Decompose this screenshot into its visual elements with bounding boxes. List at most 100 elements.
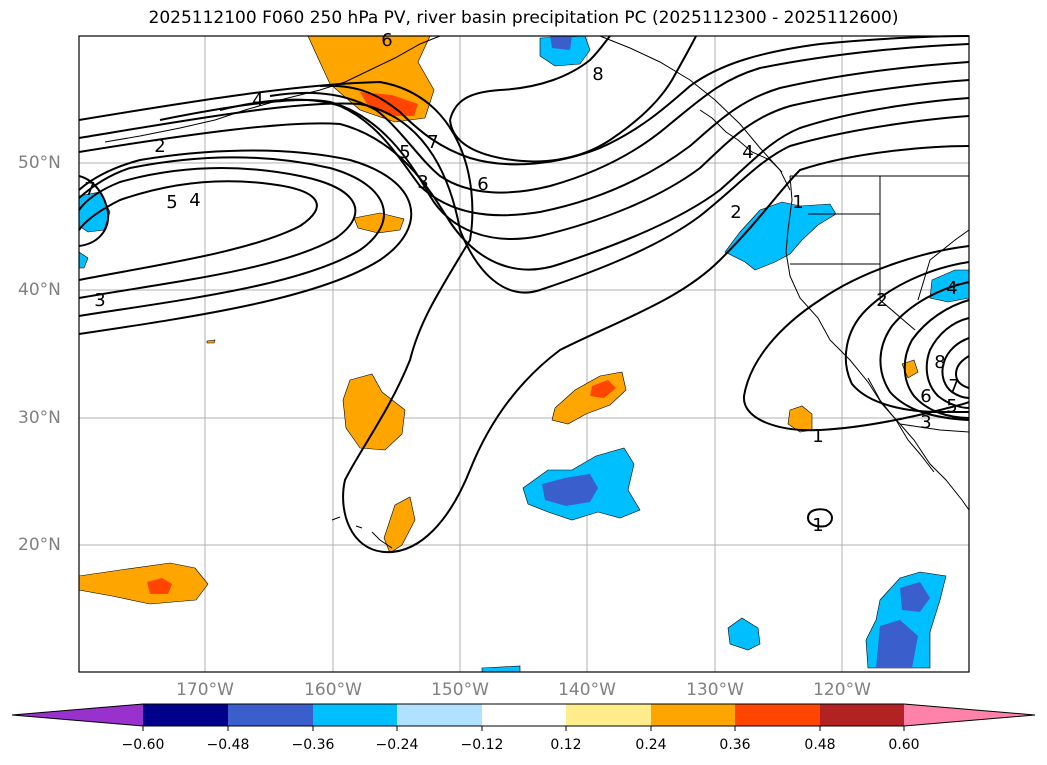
- contour-label: 2: [876, 290, 887, 311]
- contour-label: 6: [477, 174, 488, 195]
- contour-label: 5: [166, 192, 177, 213]
- colorbar-tick-label: 0.36: [719, 737, 751, 753]
- coast-alaska-aleutians: [104, 35, 441, 143]
- colorbar-segment: [143, 704, 228, 726]
- colorbar-tick-label: 0.60: [888, 737, 920, 753]
- colorbar-segment: [904, 704, 1035, 726]
- contour-label: 8: [934, 352, 945, 373]
- pv-contour-7b: [319, 35, 970, 166]
- colorbar-segment: [820, 704, 904, 726]
- contour-label: 4: [946, 278, 957, 299]
- colorbar-tick-label: 0.12: [550, 737, 582, 753]
- pv-contour-low-1: [742, 245, 970, 432]
- gridlines: [79, 36, 969, 672]
- map-title: 2025112100 F060 250 hPa PV, river basin …: [148, 8, 899, 28]
- lat-label-40n: 40°N: [18, 280, 61, 300]
- contour-label: 1: [812, 515, 823, 536]
- coast-hawaii: [331, 516, 393, 549]
- precip-neg-strong-mexico-2: [876, 620, 918, 668]
- pv-contour-6: [78, 180, 318, 281]
- colorbar-tick-label: 0.48: [804, 737, 836, 753]
- lon-label-160w: 160°W: [304, 680, 362, 700]
- contour-label: 5: [946, 396, 957, 417]
- border-states-1: [790, 263, 916, 331]
- coast-baja: [867, 377, 935, 473]
- contour-label: 4: [742, 142, 753, 163]
- pv-contour-5: [78, 167, 357, 299]
- contour-label: 2: [154, 136, 165, 157]
- contour-label: 8: [592, 64, 603, 85]
- colorbar-tick-label: −0.60: [121, 737, 165, 753]
- precip-positive-midpac: [353, 212, 405, 234]
- map-background: [79, 36, 969, 672]
- contour-label: 3: [94, 290, 105, 311]
- colorbar-tick-label: −0.12: [460, 737, 504, 753]
- colorbar-segment: [313, 704, 397, 726]
- lat-label-20n: 20°N: [18, 535, 61, 555]
- contour-label: 3: [920, 412, 931, 433]
- precip-negative-small-south: [727, 617, 761, 651]
- colorbar-tick-label: 0.24: [635, 737, 667, 753]
- precip-neg-strong-alaska: [550, 36, 572, 50]
- colorbar-segment: [12, 704, 143, 726]
- contour-label: 5: [399, 142, 410, 163]
- lon-label-120w: 120°W: [813, 680, 871, 700]
- pv-contour-8-ridge: [449, 35, 611, 121]
- precip-strong-west: [147, 578, 172, 594]
- precip-positive-hawaii-south: [383, 496, 416, 554]
- colorbar-segment: [482, 704, 566, 726]
- contour-label: 6: [381, 30, 392, 51]
- contour-label: 1: [792, 192, 803, 213]
- colorbar-segments: [12, 704, 1035, 726]
- colorbar-segment: [566, 704, 651, 726]
- lat-label-30n: 30°N: [18, 408, 61, 428]
- precip-positive-hawaii-north: [342, 373, 406, 451]
- contour-label: 4: [189, 190, 200, 211]
- colorbar-tick-label: −0.24: [375, 737, 419, 753]
- contour-label: 7: [948, 376, 959, 397]
- pv-contour-8-ridge-b: [449, 35, 697, 163]
- pv-contour-low-2: [844, 261, 970, 413]
- lon-label-130w: 130°W: [686, 680, 744, 700]
- contour-label: 6: [920, 386, 931, 407]
- lat-label-50n: 50°N: [18, 153, 61, 173]
- border-us-mexico: [899, 423, 970, 433]
- pv-contour-low-3: [879, 281, 970, 421]
- contour-label: 7: [84, 179, 95, 200]
- pv-contour-4: [78, 156, 385, 317]
- colorbar-segment: [397, 704, 482, 726]
- colorbar-segment: [651, 704, 735, 726]
- pv-contour-small-closed: [806, 508, 833, 528]
- map-frame: [78, 35, 970, 673]
- precip-strong-central: [590, 380, 616, 398]
- lon-label-140w: 140°W: [558, 680, 616, 700]
- pv-contour-low-4: [903, 299, 970, 419]
- pv-contours: [78, 35, 970, 554]
- pv-contour-5b: [219, 61, 970, 217]
- precip-negative-oregon: [724, 201, 837, 271]
- pv-contour-1: [78, 80, 970, 554]
- colorbar-tick-label: −0.36: [291, 737, 335, 753]
- contour-label: 3: [417, 172, 428, 193]
- pv-contour-low-5: [925, 317, 970, 409]
- lon-label-170w: 170°W: [176, 680, 234, 700]
- pv-contour-west-closed: [78, 175, 110, 247]
- pv-contour-4b: [159, 79, 970, 240]
- pv-contour-3b: [78, 97, 970, 271]
- coast-west-us: [785, 175, 970, 511]
- coastlines: [104, 35, 970, 549]
- contour-labels: 6 4 2 7 5 4 5 3 7 6 3 4 8 2 1 2 4 8 7 6 …: [84, 30, 959, 536]
- precip-positive-small: [206, 339, 216, 344]
- contour-label: 1: [812, 426, 823, 447]
- contour-label: 2: [730, 202, 741, 223]
- pv-contour-low-7: [954, 355, 970, 389]
- pv-contour-low-6: [941, 337, 970, 399]
- colorbar-segment: [735, 704, 820, 726]
- colorbar-tick-label: −0.48: [206, 737, 250, 753]
- contour-label: 7: [427, 132, 438, 153]
- contour-label: 4: [252, 90, 263, 111]
- lon-label-150w: 150°W: [431, 680, 489, 700]
- coast-bc-islands: [699, 109, 783, 173]
